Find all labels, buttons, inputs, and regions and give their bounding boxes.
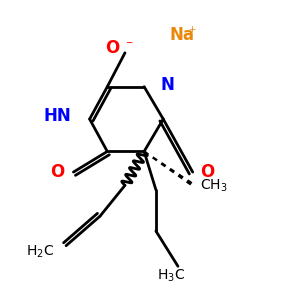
Text: H$_2$C: H$_2$C [26, 243, 54, 260]
Text: $^{+}$: $^{+}$ [188, 25, 197, 38]
Text: $^{-}$: $^{-}$ [125, 39, 134, 52]
Text: Na: Na [169, 26, 194, 44]
Text: H$_3$C: H$_3$C [157, 268, 185, 284]
Text: HN: HN [43, 107, 71, 125]
Text: CH$_3$: CH$_3$ [200, 178, 228, 194]
Text: O: O [50, 163, 64, 181]
Text: O: O [105, 39, 119, 57]
Text: N: N [160, 76, 174, 94]
Text: O: O [200, 163, 214, 181]
